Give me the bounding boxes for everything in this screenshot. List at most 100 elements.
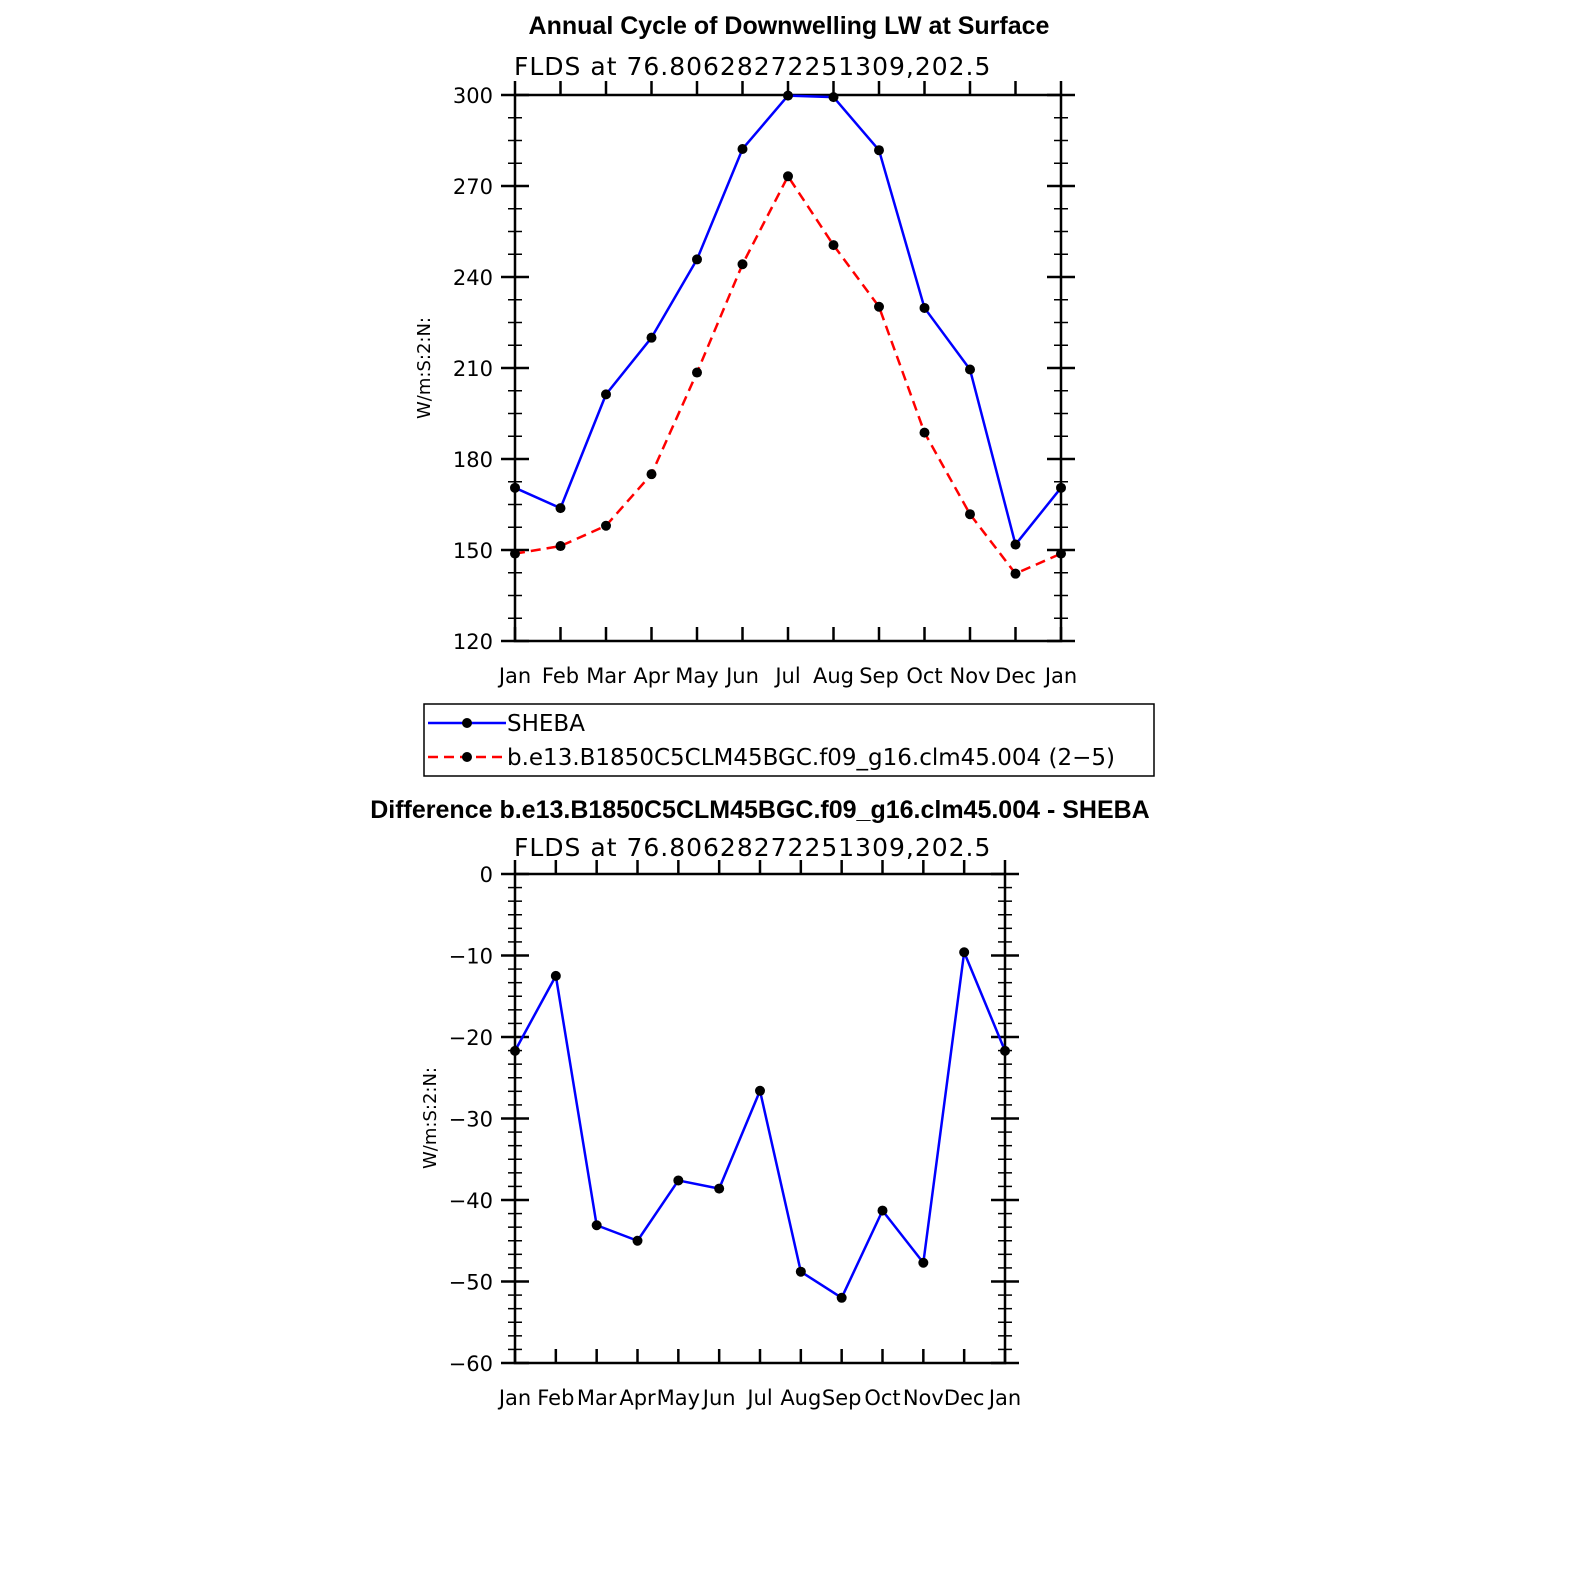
- chart1-series-0-point: [919, 302, 930, 313]
- chart1-subtitle: FLDS at 76.80628272251309,202.5: [514, 52, 991, 81]
- chart2-series-0-point: [795, 1266, 806, 1277]
- chart2-series-0-point: [510, 1045, 520, 1056]
- chart2-series-0-point: [959, 947, 970, 958]
- chart1-xtick-label: Nov: [950, 664, 991, 688]
- chart1-series-1-point: [555, 541, 566, 552]
- chart2-ytick-label: −10: [449, 945, 493, 969]
- chart1-series-1-point: [1010, 568, 1021, 579]
- chart1-ytick-label: 210: [453, 357, 493, 381]
- chart1-xtick-label: Jul: [773, 664, 800, 688]
- chart2-xtick-label: Jan: [497, 1386, 531, 1410]
- chart2-xtick-label: Dec: [944, 1386, 985, 1410]
- chart2-series-0-point: [755, 1085, 765, 1096]
- chart2-series-0-point: [632, 1235, 643, 1246]
- chart2-xtick-label: Nov: [903, 1386, 944, 1410]
- chart1-ytick-label: 300: [453, 84, 493, 108]
- chart1-xtick-label: Feb: [542, 664, 579, 688]
- chart2-ylabel: W/m:S:2:N:: [420, 1067, 441, 1169]
- chart2-series-0-point: [1000, 1045, 1010, 1056]
- chart1-ytick-label: 270: [453, 175, 493, 199]
- chart1-xtick-label: Jan: [497, 664, 531, 688]
- legend-model-marker: [462, 752, 472, 762]
- chart1-series-0-line: [514, 94, 1062, 546]
- chart1-series-0-point: [601, 389, 611, 400]
- chart1-series-0-point: [646, 332, 657, 343]
- chart2-xtick-label: Jun: [701, 1386, 736, 1410]
- chart2-ytick-label: −40: [449, 1189, 493, 1213]
- chart1-series-0-point: [692, 254, 702, 265]
- chart1-series-0-point: [1056, 482, 1066, 493]
- chart2-series-0-point: [591, 1220, 602, 1231]
- chart2-series: [510, 947, 1010, 1303]
- chart1-series-1-point: [510, 548, 520, 559]
- chart1-xtick-label: May: [675, 664, 718, 688]
- chart1-series-1-point: [646, 469, 657, 480]
- chart1-title: Annual Cycle of Downwelling LW at Surfac…: [529, 12, 1050, 40]
- chart2-series-0-point: [877, 1205, 888, 1216]
- chart1-series-1-point: [965, 509, 975, 520]
- chart1-ylabel: W/m:S:2:N:: [414, 317, 435, 419]
- chart1-ytick-label: 150: [453, 539, 493, 563]
- chart1-xtick-label: Sep: [859, 664, 899, 688]
- chart2-xtick-label: Aug: [780, 1386, 821, 1410]
- chart2-xtick-label: Jul: [745, 1386, 772, 1410]
- chart2-series-0-point: [836, 1292, 847, 1303]
- chart2-xtick-label: Mar: [577, 1386, 617, 1410]
- chart1-series-0-point: [737, 143, 748, 154]
- chart1-legend: SHEBA b.e13.B1850C5CLM45BGC.f09_g16.clm4…: [423, 703, 1155, 777]
- chart2-xtick-label: Oct: [864, 1386, 900, 1410]
- chart1-series-1-point: [601, 520, 611, 531]
- legend-model-label: b.e13.B1850C5CLM45BGC.f09_g16.clm45.004 …: [507, 745, 1115, 771]
- chart1-series-1-point: [783, 171, 793, 182]
- chart1-series: [510, 90, 1066, 579]
- chart2-xtick-label: Apr: [619, 1386, 656, 1410]
- chart1-ytick-label: 240: [453, 266, 493, 290]
- chart1-series-1-point: [692, 367, 702, 378]
- chart2-ytick-label: 0: [480, 863, 493, 887]
- chart2-ytick-label: −20: [449, 1026, 493, 1050]
- chart1-xtick-label: Apr: [633, 664, 670, 688]
- chart1-ytick-label: 180: [453, 448, 493, 472]
- chart1-xtick-label: Dec: [995, 664, 1036, 688]
- chart2-series-0-point: [550, 970, 561, 981]
- chart2-ytick-label: −50: [449, 1271, 493, 1295]
- legend-sheba-marker: [462, 718, 472, 728]
- chart2-xtick-label: Sep: [822, 1386, 862, 1410]
- annual-cycle-chart: Annual Cycle of Downwelling LW at Surfac…: [414, 12, 1155, 777]
- legend-box: [423, 703, 1155, 777]
- chart2-xtick-label: Feb: [537, 1386, 574, 1410]
- chart2-ytick-label: −30: [449, 1108, 493, 1132]
- chart1-xtick-label: Aug: [813, 664, 854, 688]
- chart2-series-0-point: [673, 1175, 684, 1186]
- chart2-xtick-label: Jan: [987, 1386, 1021, 1410]
- chart1-series-1-point: [1056, 548, 1066, 559]
- chart2-title: Difference b.e13.B1850C5CLM45BGC.f09_g16…: [370, 796, 1150, 824]
- chart1-xtick-label: Jun: [724, 664, 759, 688]
- chart1-axes: 120 150 180 210 240 270 300 Jan Feb Mar Apr May Jun J…: [453, 81, 1077, 688]
- chart1-series-1-line: [514, 175, 1062, 575]
- chart1-series-0-point: [555, 503, 566, 514]
- chart1-xtick-label: Mar: [586, 664, 626, 688]
- chart2-xtick-label: May: [657, 1386, 700, 1410]
- chart1-series-0-point: [874, 145, 884, 156]
- chart1-series-1-point: [828, 240, 839, 251]
- chart2-series-0-point: [918, 1257, 929, 1268]
- chart1-series-0-point: [783, 90, 793, 101]
- chart2-series-0-line: [513, 950, 1007, 1300]
- chart2-subtitle: FLDS at 76.80628272251309,202.5: [514, 833, 991, 862]
- chart1-series-0-point: [1010, 539, 1021, 550]
- chart2-ytick-label: −60: [449, 1352, 493, 1376]
- chart1-series-0-point: [510, 482, 520, 493]
- chart1-ytick-label: 120: [453, 630, 493, 654]
- chart1-series-1-point: [737, 259, 748, 270]
- legend-sheba-label: SHEBA: [507, 711, 585, 737]
- chart1-series-1-point: [919, 427, 930, 438]
- chart1-xtick-label: Jan: [1043, 664, 1077, 688]
- chart1-series-0-point: [965, 364, 975, 375]
- chart2-series-0-point: [714, 1183, 725, 1194]
- difference-chart: Difference b.e13.B1850C5CLM45BGC.f09_g16…: [370, 796, 1150, 1410]
- chart1-xtick-label: Oct: [906, 664, 942, 688]
- chart2-plot-frame: [513, 872, 1007, 1365]
